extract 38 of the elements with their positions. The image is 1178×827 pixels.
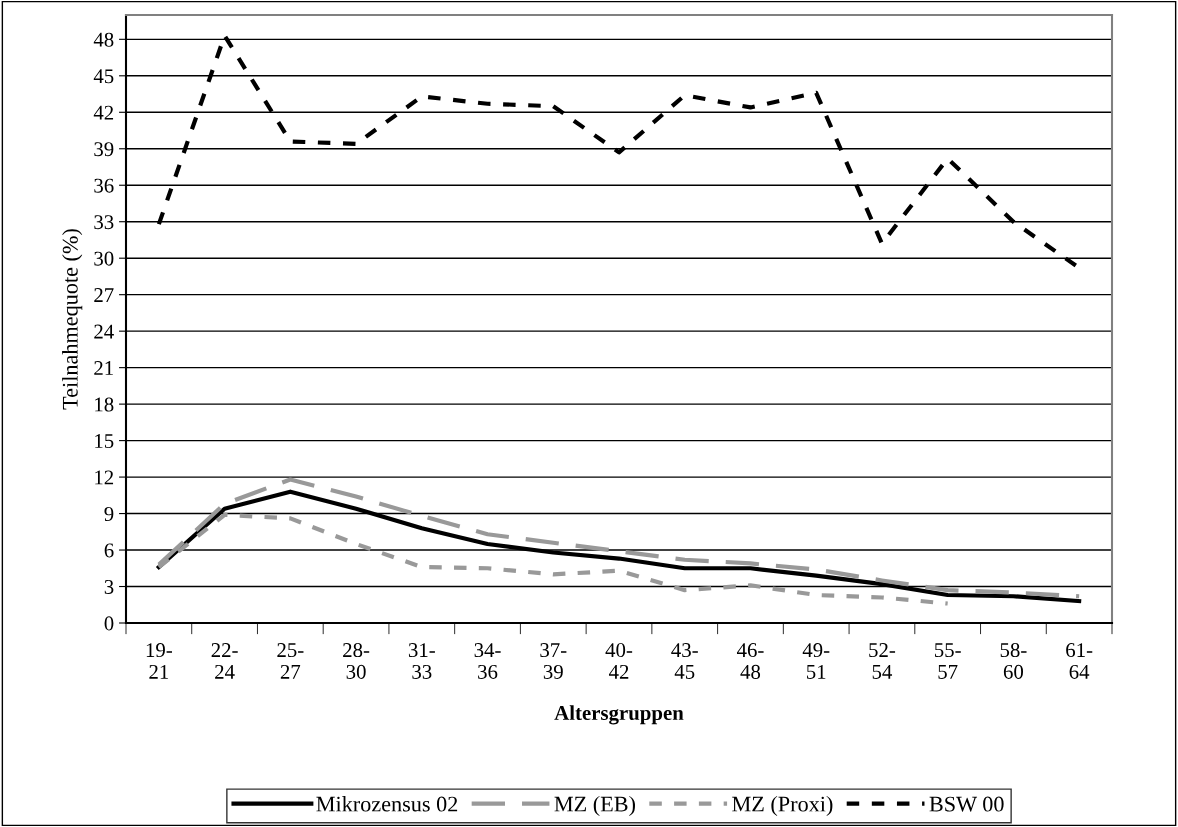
y-tick-label: 39: [94, 142, 114, 157]
legend-label: MZ (Proxi): [732, 795, 833, 817]
x-tick-label: 58- 60: [1000, 643, 1027, 679]
legend-label: Mikrozensus 02: [316, 795, 458, 812]
x-tick-label: 46- 48: [736, 643, 764, 679]
x-tick-label: 40- 42: [605, 643, 633, 679]
x-tick-label: 61- 64: [1066, 643, 1093, 679]
x-tick-label: 19- 21: [146, 643, 172, 679]
y-tick-label: 33: [94, 215, 114, 230]
y-tick-label: 12: [95, 470, 114, 485]
y-tick-label: 36: [94, 178, 114, 193]
x-axis-title: Altersgruppen: [554, 705, 684, 725]
x-tick-label: 34- 36: [474, 643, 501, 679]
legend-label: BSW 00: [929, 796, 1004, 812]
y-tick-label: 18: [95, 397, 114, 412]
y-tick-label: 6: [104, 543, 114, 558]
x-tick-label: 22- 24: [211, 643, 238, 679]
y-tick-label: 27: [94, 288, 114, 302]
y-tick-label: 21: [94, 361, 113, 375]
y-tick-label: 0: [104, 616, 114, 631]
x-tick-label: 52- 54: [869, 643, 896, 679]
x-tick-label: 43- 45: [671, 643, 698, 679]
y-tick-label: 48: [93, 32, 114, 47]
x-tick-label: 37- 39: [540, 643, 567, 679]
y-tick-label: 15: [95, 434, 114, 449]
y-tick-label: 9: [104, 506, 114, 521]
x-tick-label: 31- 33: [408, 643, 435, 679]
y-tick-label: 45: [93, 69, 114, 84]
y-tick-label: 24: [94, 324, 114, 339]
y-axis-title: Teilnahmequote (%): [62, 229, 83, 410]
y-tick-label: 3: [104, 579, 114, 594]
y-tick-label: 42: [93, 105, 114, 120]
x-tick-label: 49- 51: [802, 643, 830, 679]
x-tick-label: 25- 27: [277, 643, 304, 679]
y-tick-label: 30: [94, 251, 114, 266]
x-tick-label: 55- 57: [934, 643, 961, 679]
x-tick-label: 28- 30: [343, 643, 370, 679]
legend-label: MZ (EB): [554, 795, 635, 817]
